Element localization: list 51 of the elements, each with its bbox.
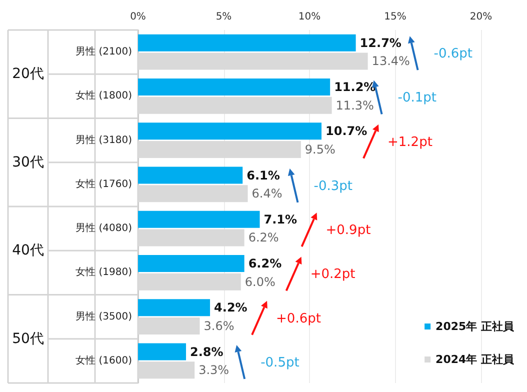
text: 20代 [12,66,44,82]
y-tick-label: 女性 (1760) [76,178,132,190]
data-label: 3.3% [198,363,230,378]
y-tick-label: 男性 (2100) [76,46,132,58]
annotation: +1.2pt [388,134,432,150]
data-label: 7.1% [264,212,298,226]
text: 30代 [12,154,44,170]
text: 50代 [12,330,44,347]
annotation: -0.1pt [398,90,437,106]
data-label: 6.2% [248,256,282,271]
y-tick-label: 女性 (1600) [76,354,132,366]
bar [138,210,260,228]
bar [138,299,210,316]
bar [138,34,356,52]
legend-label: 2024年 正社員 [436,353,515,366]
data-label: 11.2% [334,80,376,94]
y-tick-label: 女性 (1980) [76,266,132,278]
annotation: -0.5pt [260,355,300,370]
annotation: -0.6pt [434,46,473,62]
data-label: 12.7% [360,36,402,50]
annotation: -0.3pt [314,178,352,194]
x-tick-label: 0% [130,12,146,22]
data-label: 3.6% [204,318,234,333]
data-label: 13.4% [372,54,410,68]
annotation: +0.9pt [326,223,371,238]
bar [138,255,244,272]
y-tick-label: 男性 (3500) [76,310,132,322]
y-tick-label: 男性 (3180) [76,134,132,146]
data-label: 10.7% [326,124,368,138]
data-label: 6.0% [244,274,276,289]
data-label: 6.2% [248,230,279,245]
x-tick-label: 15% [384,12,406,22]
bar [138,343,186,360]
data-label: 9.5% [304,142,336,156]
annotation: +0.2pt [310,267,356,282]
y-tick-label: 男性 (4080) [76,222,132,234]
data-label: 6.4% [252,186,282,201]
annotation: +0.6pt [276,311,321,326]
x-tick-label: 10% [298,12,321,22]
data-label: 6.1% [246,168,280,182]
bar [138,122,322,140]
bar [138,78,330,96]
data-label: 2.8% [190,344,224,359]
data-label: 4.2% [214,300,248,315]
data-label: 11.3% [336,98,374,112]
x-tick-label: 5% [216,12,232,22]
y-tick-label: 女性 (1800) [76,90,132,102]
x-tick-label: 20% [470,12,492,22]
legend-label: 2025年 正社員 [436,320,515,333]
text: 40代 [12,242,44,259]
bar [138,166,243,184]
